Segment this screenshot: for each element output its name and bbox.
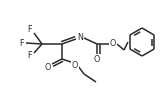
Text: O: O: [72, 61, 78, 71]
Text: F: F: [28, 25, 32, 35]
Text: O: O: [45, 64, 51, 72]
Text: N: N: [77, 32, 83, 41]
Text: F: F: [20, 38, 24, 48]
Text: O: O: [110, 40, 116, 48]
Text: F: F: [28, 51, 32, 61]
Text: O: O: [94, 54, 100, 64]
